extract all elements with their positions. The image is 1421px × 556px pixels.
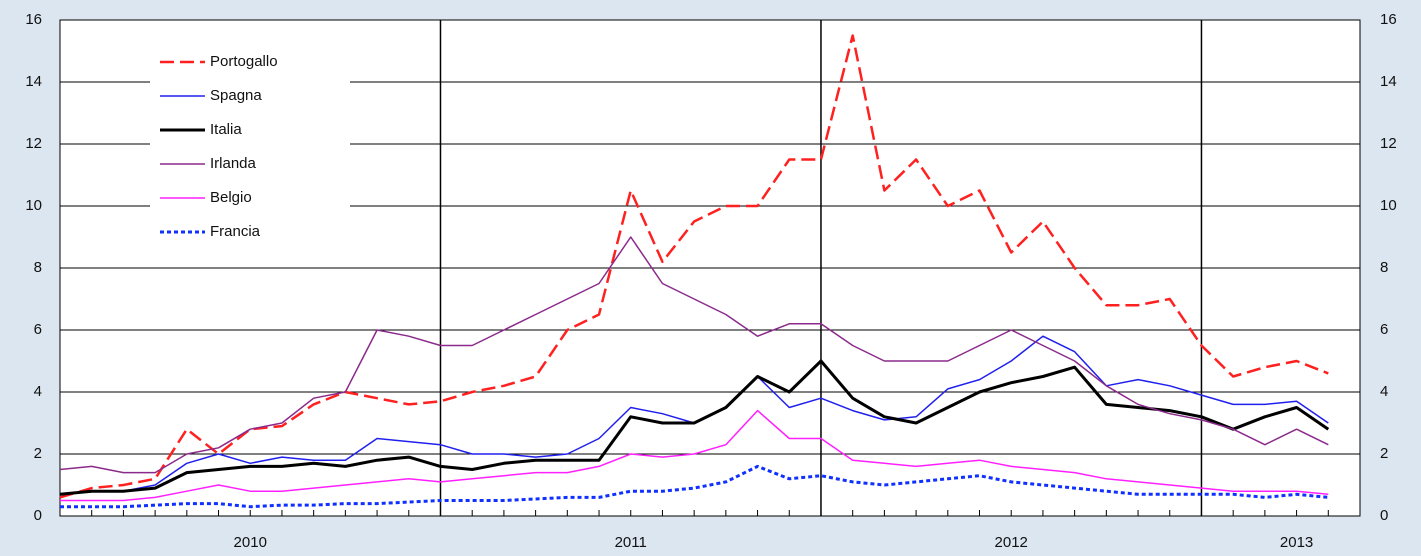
legend-box [150, 44, 350, 252]
x-tick-label: 2013 [1280, 534, 1313, 551]
y-tick-label: 2 [34, 445, 42, 462]
y2-tick-label: 2 [1380, 445, 1388, 462]
series-line [60, 409, 1329, 502]
y2-tick-label: 6 [1380, 321, 1388, 338]
y-tick-label: 12 [25, 135, 42, 152]
legend-label: Spagna [210, 87, 262, 104]
y-tick-label: 4 [34, 383, 42, 400]
legend-label: Belgio [210, 189, 252, 206]
y2-tick-label: 8 [1380, 259, 1388, 276]
series-line [59, 236, 1329, 474]
legend-label: Italia [210, 121, 242, 138]
legend-label: Portogallo [210, 53, 278, 70]
legend-label: Francia [210, 223, 261, 240]
y2-tick-label: 4 [1380, 383, 1388, 400]
x-tick-label: 2011 [615, 534, 647, 551]
y-tick-label: 8 [34, 259, 42, 276]
y2-tick-label: 16 [1380, 11, 1397, 28]
y-tick-label: 16 [25, 11, 42, 28]
legend-label: Irlanda [210, 155, 257, 172]
y-tick-label: 6 [34, 321, 42, 338]
x-tick-label: 2012 [995, 534, 1028, 551]
y2-tick-label: 10 [1380, 197, 1397, 214]
y2-tick-label: 14 [1380, 73, 1397, 90]
y-tick-label: 14 [25, 73, 42, 90]
series-line [60, 464, 1329, 509]
y-tick-label: 10 [25, 197, 42, 214]
y2-tick-label: 0 [1380, 507, 1388, 524]
y-tick-label: 0 [34, 507, 42, 524]
series-line [59, 359, 1330, 496]
series-line [59, 34, 1329, 499]
x-tick-label: 2010 [234, 534, 267, 551]
y2-tick-label: 12 [1380, 135, 1397, 152]
